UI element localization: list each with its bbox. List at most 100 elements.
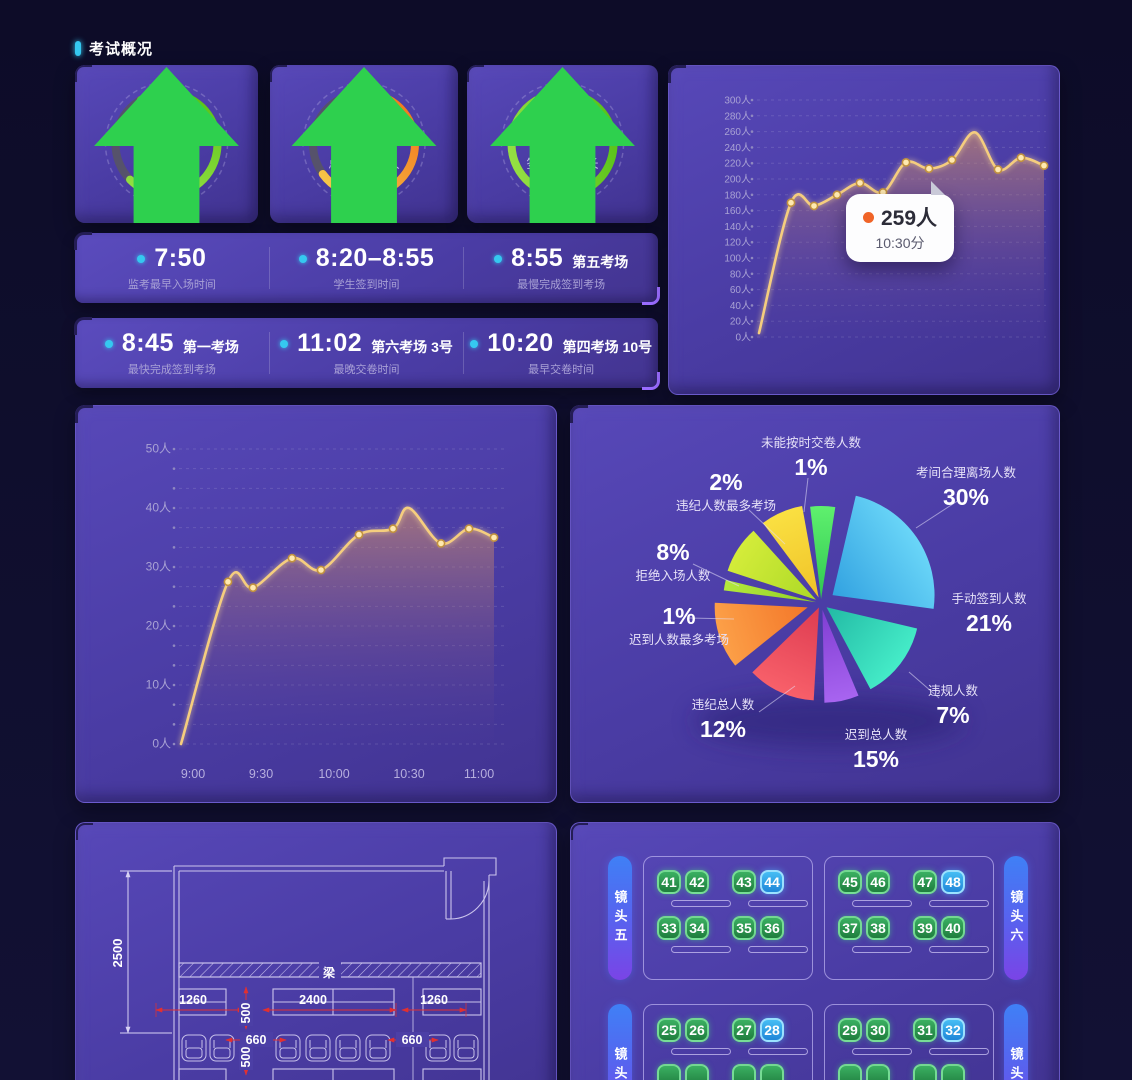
data-point[interactable]: [786, 198, 796, 208]
data-point[interactable]: [436, 538, 446, 548]
pie-slice[interactable]: [762, 506, 819, 598]
cyan-dot-icon: [137, 254, 146, 263]
desk-row: [657, 1048, 812, 1055]
seat-line: 33 34 35 36: [657, 916, 812, 940]
seat-47[interactable]: 47: [913, 870, 937, 894]
cyan-dot-icon: [298, 254, 307, 263]
data-point[interactable]: [855, 178, 865, 188]
seat[interactable]: [685, 1064, 709, 1080]
pie-label-pct: 12%: [699, 715, 747, 742]
seat[interactable]: [838, 1064, 862, 1080]
camera-label[interactable]: 镜头: [1004, 1004, 1028, 1080]
seat-34[interactable]: 34: [685, 916, 709, 940]
data-point[interactable]: [924, 164, 934, 174]
pie-label: 违规人数 7%: [928, 682, 978, 730]
cyan-dot-icon: [494, 254, 503, 263]
seat-28[interactable]: 28: [760, 1018, 784, 1042]
behavior-pie-chart[interactable]: [571, 406, 1061, 804]
seat-27[interactable]: 27: [732, 1018, 756, 1042]
pie-slice[interactable]: [810, 506, 836, 600]
pie-slice[interactable]: [822, 609, 859, 703]
data-point[interactable]: [464, 524, 474, 534]
seat[interactable]: [732, 1064, 756, 1080]
seat[interactable]: [913, 1064, 937, 1080]
dim-2400: 2400: [299, 993, 327, 1007]
seat-39[interactable]: 39: [913, 916, 937, 940]
seat-35[interactable]: 35: [732, 916, 756, 940]
data-point[interactable]: [947, 155, 957, 165]
svg-text:100人: 100人: [724, 253, 751, 265]
camera-label[interactable]: 镜头: [608, 1004, 632, 1080]
seat-41[interactable]: 41: [657, 870, 681, 894]
pie-label-pct: 7%: [936, 701, 970, 728]
pie-label-text: 迟到人数最多考场: [628, 632, 730, 647]
seat-30[interactable]: 30: [866, 1018, 890, 1042]
stat-item: 11:02 第六考场 3号 最晚交卷时间: [270, 329, 464, 377]
data-point[interactable]: [354, 530, 364, 540]
data-point[interactable]: [316, 565, 326, 575]
room-trend-card: 50人 40人 30人 20人 10人 0人 9:00 9:30 10:00 10:30 11:00: [75, 405, 557, 803]
data-point[interactable]: [1016, 153, 1026, 163]
seat-48[interactable]: 48: [941, 870, 965, 894]
pie-slice[interactable]: [826, 607, 918, 690]
seat-40[interactable]: 40: [941, 916, 965, 940]
floor-plan-card: 2500 梁 1260 2400 1260 500 660 660: [75, 822, 557, 1080]
seat[interactable]: [760, 1064, 784, 1080]
pie-slice[interactable]: [714, 602, 808, 666]
pie-slice[interactable]: [832, 495, 935, 609]
desk: [852, 1048, 912, 1055]
seat-42[interactable]: 42: [685, 870, 709, 894]
pie-label-text: 未能按时交卷人数: [760, 436, 862, 450]
seat[interactable]: [866, 1064, 890, 1080]
pie-slice[interactable]: [752, 607, 819, 701]
seat[interactable]: [657, 1064, 681, 1080]
desk: [748, 946, 808, 953]
seat-44[interactable]: 44: [760, 870, 784, 894]
data-point[interactable]: [223, 577, 233, 587]
data-point[interactable]: [1039, 161, 1049, 170]
seat-map: 镜头五 41 42 43 44 33 34 35 36 45 46 47 48 37 38 39 40 镜头六镜头…: [571, 856, 1059, 1080]
section-header: 考试概况: [75, 38, 153, 59]
seat-37[interactable]: 37: [838, 916, 862, 940]
tooltip-fold-icon: [931, 181, 945, 195]
desk: [852, 946, 912, 953]
seat-46[interactable]: 46: [866, 870, 890, 894]
data-point[interactable]: [832, 190, 842, 200]
seat-32[interactable]: 32: [941, 1018, 965, 1042]
seat-36[interactable]: 36: [760, 916, 784, 940]
desk-row: [838, 946, 993, 953]
door-swing-arc: [450, 880, 490, 920]
pie-slice[interactable]: [723, 579, 817, 603]
pie-label-text: 考间合理离场人数: [915, 466, 1017, 480]
data-point[interactable]: [809, 201, 819, 211]
gauge-card-attendance-rate: 93%总出席率: [75, 65, 258, 223]
room-trend-chart[interactable]: 50人 40人 30人 20人 10人 0人 9:00 9:30 10:00 10:30 11:00: [76, 406, 558, 804]
data-point[interactable]: [993, 165, 1003, 174]
seat-line: 25 26 27 28: [657, 1018, 812, 1042]
seat-line: 29 30 31 32: [838, 1018, 993, 1042]
seat-43[interactable]: 43: [732, 870, 756, 894]
data-point[interactable]: [901, 158, 911, 167]
seat-38[interactable]: 38: [866, 916, 890, 940]
seat[interactable]: [941, 1064, 965, 1080]
camera-label[interactable]: 镜头六: [1004, 856, 1028, 980]
dim-500-upper: 500: [239, 1003, 253, 1024]
cyan-dot-icon: [104, 339, 113, 348]
seat-26[interactable]: 26: [685, 1018, 709, 1042]
seat-33[interactable]: 33: [657, 916, 681, 940]
seat-block: 45 46 47 48 37 38 39 40: [824, 856, 994, 980]
data-point[interactable]: [248, 583, 258, 593]
svg-text:260人: 260人: [724, 126, 751, 138]
seat-29[interactable]: 29: [838, 1018, 862, 1042]
seat-25[interactable]: 25: [657, 1018, 681, 1042]
seat-45[interactable]: 45: [838, 870, 862, 894]
camera-label[interactable]: 镜头五: [608, 856, 632, 980]
stat-desc: 学生签到时间: [333, 279, 400, 291]
data-point[interactable]: [388, 524, 398, 534]
data-point[interactable]: [489, 533, 499, 542]
stat-bar-row1: 7:50 监考最早入场时间 8:20–8:55 学生签到时间 8:55 第五考场 最慢完成签…: [74, 232, 660, 305]
seat-31[interactable]: 31: [913, 1018, 937, 1042]
stat-suffix: 第四考场 10号: [562, 338, 653, 355]
data-point[interactable]: [287, 553, 297, 563]
pie-slice[interactable]: [727, 530, 816, 600]
